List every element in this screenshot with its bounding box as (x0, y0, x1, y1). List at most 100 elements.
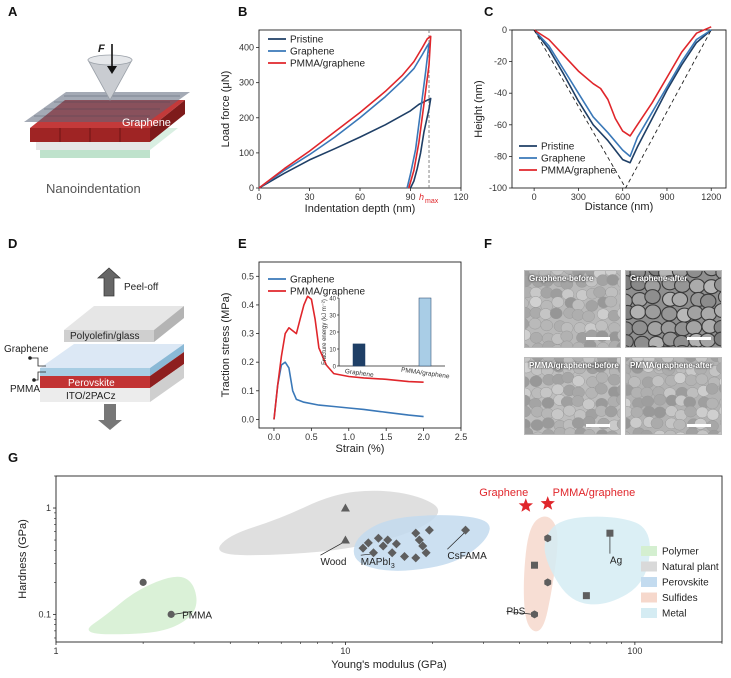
chart-c-series-line (533, 29, 712, 164)
chart-c-ytick-label: -40 (494, 88, 507, 98)
perovskite-point (368, 548, 378, 558)
chart-e-xlabel: Strain (%) (336, 443, 385, 455)
inset-category-label: Graphene (344, 368, 374, 379)
sem-grain (713, 303, 721, 319)
chart-g-ytick-label: 1 (46, 503, 51, 513)
chart-g-legend-label: Sulfides (662, 593, 698, 604)
sem-grain (661, 306, 678, 322)
polymer-point (139, 578, 147, 586)
annotation-leader-line (506, 611, 534, 615)
sem-image-label: Graphene-after (630, 274, 688, 283)
sem-grain (608, 374, 620, 386)
sem-grain (531, 342, 545, 347)
sem-grain (572, 358, 585, 363)
chart-b-ylabel: Load force (μN) (220, 71, 232, 148)
perovskite-point (378, 541, 388, 551)
hmax-annotation-sub: max (425, 198, 439, 205)
chart-b: 0 30 60 90 120 0 100 200 300 400 Indentation depth… (220, 29, 469, 215)
chart-b-ytick-label: 300 (239, 78, 254, 88)
sem-grain (644, 289, 661, 305)
sem-grain (552, 344, 563, 347)
chart-g: 1 10 100 0.1 1 Young's modulus (GPa) Hardness … (17, 475, 723, 671)
sem-grain (641, 395, 654, 408)
chart-g-ylabel: Hardness (GPa) (17, 519, 29, 598)
chart-b-ytick-label: 0 (249, 183, 254, 193)
glass-layer-label: Polyolefin/glass (70, 331, 139, 342)
chart-c-xtick-label: 1200 (701, 192, 721, 202)
sem-grain (529, 296, 543, 308)
sem-grain (541, 397, 555, 409)
inset-category-label: PMMA/graphene (401, 367, 451, 381)
sem-grain (617, 330, 620, 341)
sem-grain (660, 345, 671, 347)
sem-grain (525, 376, 530, 388)
inset-ytick-label: 40 (329, 297, 336, 303)
sem-grain (540, 319, 553, 332)
chart-b-xtick-label: 120 (453, 192, 468, 202)
sem-grain (571, 309, 585, 321)
sem-grain (571, 395, 585, 407)
metal-point (582, 592, 590, 600)
polymer-point (167, 610, 175, 618)
chart-c-xtick-label: 900 (659, 192, 674, 202)
sem-grain (582, 398, 595, 411)
chart-g-legend-label: Natural plant (662, 562, 719, 573)
sem-grain (718, 406, 721, 416)
sem-grain (616, 271, 620, 276)
sem-grain (551, 296, 565, 308)
sem-grain (629, 417, 643, 429)
chart-g-xlabel: Young's modulus (GPa) (331, 659, 446, 671)
perovskite-point (383, 535, 393, 545)
sem-grain (528, 271, 542, 277)
sem-grain (689, 345, 700, 347)
chart-c-ylabel: Height (nm) (473, 80, 485, 137)
sem-image-tile: PMMA/graphene-before (524, 357, 621, 435)
sem-grain (616, 408, 620, 419)
chart-c-series-line (533, 26, 712, 137)
chart-g-annotation: PMMA (182, 610, 212, 621)
sem-grain (532, 431, 544, 434)
sem-grain (695, 358, 708, 364)
chart-b-xtick-label: 30 (304, 192, 314, 202)
metal-point (530, 561, 538, 569)
chart-b-xtick-label: 60 (355, 192, 365, 202)
sem-grain (629, 304, 647, 320)
chart-e-series-line (273, 295, 424, 420)
sem-grain (633, 335, 651, 347)
sem-grain (585, 300, 599, 312)
chart-c-ytick-label: -100 (489, 183, 507, 193)
nanoindentation-caption: Nanoindentation (46, 181, 141, 196)
perovskite-point (411, 528, 421, 538)
sem-grain (525, 343, 530, 347)
chart-e-ytick-label: 0.1 (241, 386, 254, 396)
chart-g-annotation: PMMA/graphene (553, 487, 636, 499)
perovskite-point (421, 548, 431, 558)
sem-grain (699, 293, 717, 309)
inset-ytick-label: 20 (329, 331, 336, 337)
sem-grain (650, 417, 664, 429)
sem-grain (525, 298, 529, 309)
chart-b-xtick-label: 90 (405, 192, 415, 202)
sem-image-label: PMMA/graphene-after (630, 361, 713, 370)
sem-grain (618, 288, 620, 296)
chart-g-legend-swatch (641, 546, 657, 556)
sem-grain (673, 372, 687, 384)
sem-grain (616, 384, 620, 396)
chart-g-annotation: Ag (610, 556, 622, 567)
sem-grain (718, 384, 721, 393)
sem-grain (717, 290, 721, 303)
sem-grain (626, 364, 632, 376)
perovskite-point (424, 525, 434, 535)
panel-letter-f: F (484, 236, 492, 251)
inset-ytick-label: 0 (333, 365, 337, 371)
force-label: F (98, 43, 105, 55)
chart-e-ytick-label: 0.2 (241, 357, 254, 367)
panel-letter-e: E (238, 236, 247, 251)
sem-grain (675, 431, 686, 434)
sem-grain (685, 358, 698, 363)
sem-grain (616, 419, 620, 430)
perovskite-point (387, 548, 397, 558)
chart-c-series-line (533, 29, 712, 158)
chart-e-xtick-label: 0.5 (305, 432, 318, 442)
sem-grain (664, 429, 677, 434)
